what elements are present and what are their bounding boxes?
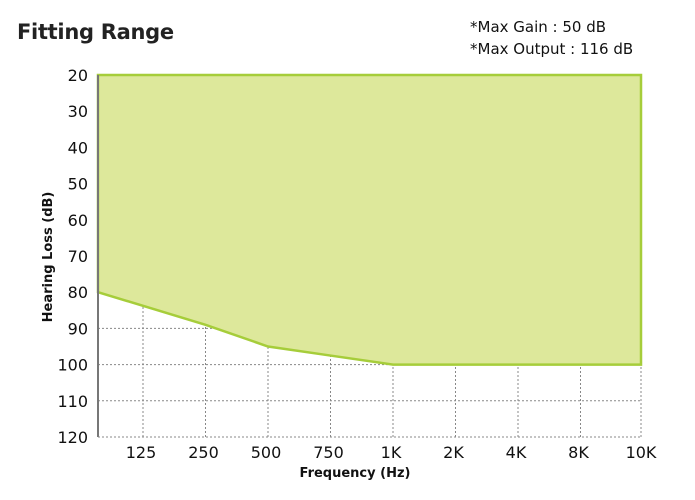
x-axis-label: Frequency (Hz) bbox=[300, 466, 411, 481]
y-tick-label: 30 bbox=[68, 102, 88, 121]
y-tick-label: 110 bbox=[57, 392, 88, 411]
y-tick-label: 70 bbox=[68, 247, 88, 266]
y-tick-label: 60 bbox=[68, 211, 88, 230]
y-tick-label: 40 bbox=[68, 138, 88, 157]
x-tick-label: 2K bbox=[443, 443, 464, 462]
x-tick-label: 8K bbox=[568, 443, 589, 462]
x-tick-label: 500 bbox=[251, 443, 282, 462]
chart-title: Fitting Range bbox=[17, 20, 174, 44]
fitting-range-area bbox=[96, 73, 643, 366]
y-tick-label: 100 bbox=[57, 356, 88, 375]
x-tick-label: 1K bbox=[381, 443, 402, 462]
y-tick-labels: 20 30 40 50 60 70 80 90 100 110 120 bbox=[57, 66, 88, 447]
y-tick-label: 50 bbox=[68, 175, 88, 194]
max-gain-note: *Max Gain : 50 dB bbox=[470, 18, 607, 36]
x-tick-labels: 125 250 500 750 1K 2K 4K 8K 10K bbox=[126, 443, 657, 462]
y-tick-label: 20 bbox=[68, 66, 88, 85]
x-tick-label: 250 bbox=[188, 443, 219, 462]
x-tick-label: 125 bbox=[126, 443, 157, 462]
y-tick-label: 90 bbox=[68, 319, 88, 338]
y-tick-label: 80 bbox=[68, 283, 88, 302]
x-tick-label: 4K bbox=[506, 443, 527, 462]
x-tick-label: 10K bbox=[626, 443, 657, 462]
max-output-note: *Max Output : 116 dB bbox=[470, 40, 634, 58]
x-tick-label: 750 bbox=[313, 443, 344, 462]
y-tick-label: 120 bbox=[57, 428, 88, 447]
y-axis-label: Hearing Loss (dB) bbox=[41, 192, 56, 323]
